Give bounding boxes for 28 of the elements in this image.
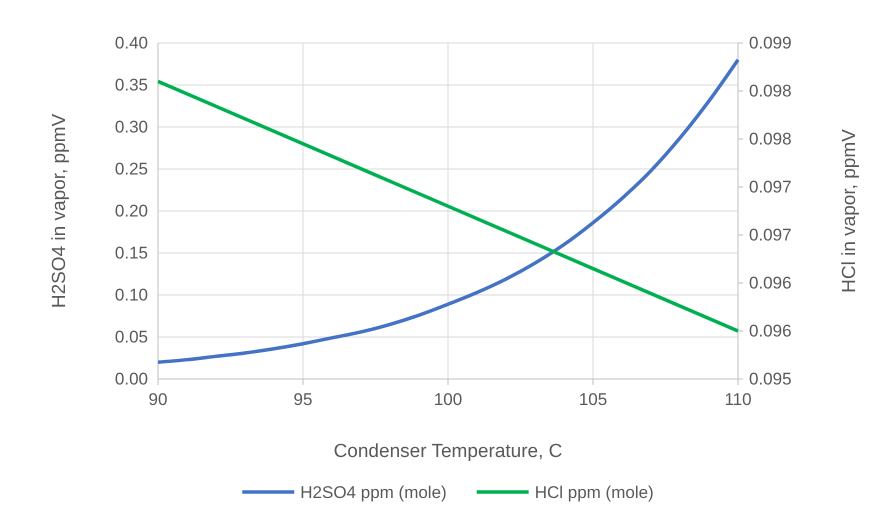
y2-tick-label: 0.098 bbox=[749, 129, 792, 148]
legend-label: H2SO4 ppm (mole) bbox=[300, 483, 447, 502]
y2-axis-title: HCl in vapor, ppmV bbox=[839, 128, 860, 293]
y2-tick-label: 0.097 bbox=[749, 225, 792, 244]
y-axis-title: H2SO4 in vapor, ppmV bbox=[49, 114, 70, 308]
y2-tick-label: 0.096 bbox=[749, 321, 792, 340]
x-tick-label: 110 bbox=[724, 390, 752, 410]
y2-tick-label: 0.096 bbox=[749, 273, 792, 292]
y-tick-label: 0.40 bbox=[114, 33, 148, 52]
y-tick-label: 0.35 bbox=[114, 75, 148, 94]
x-tick-label: 95 bbox=[294, 390, 312, 410]
y-tick-label: 0.10 bbox=[114, 285, 148, 304]
x-tick-label: 105 bbox=[578, 390, 608, 410]
legend-label: HCl ppm (mole) bbox=[534, 483, 654, 502]
y-tick-label: 0.20 bbox=[114, 201, 148, 220]
line-series bbox=[156, 58, 740, 364]
y2-tick-label: 0.099 bbox=[749, 33, 792, 52]
y-tick-label: 0.25 bbox=[114, 159, 148, 178]
x-tick-label: 90 bbox=[148, 390, 168, 410]
y-tick-label: 0.30 bbox=[114, 117, 148, 136]
y-tick-label: 0.15 bbox=[114, 243, 148, 262]
y2-tick-label: 0.098 bbox=[749, 81, 792, 100]
y-tick-label: 0.05 bbox=[114, 327, 148, 346]
y-tick-label: 0.00 bbox=[114, 369, 148, 388]
y2-tick-label: 0.095 bbox=[749, 369, 792, 388]
x-axis-title: Condenser Temperature, C bbox=[334, 441, 562, 462]
y2-tick-label: 0.097 bbox=[749, 177, 792, 196]
x-tick-label: 100 bbox=[434, 390, 462, 410]
